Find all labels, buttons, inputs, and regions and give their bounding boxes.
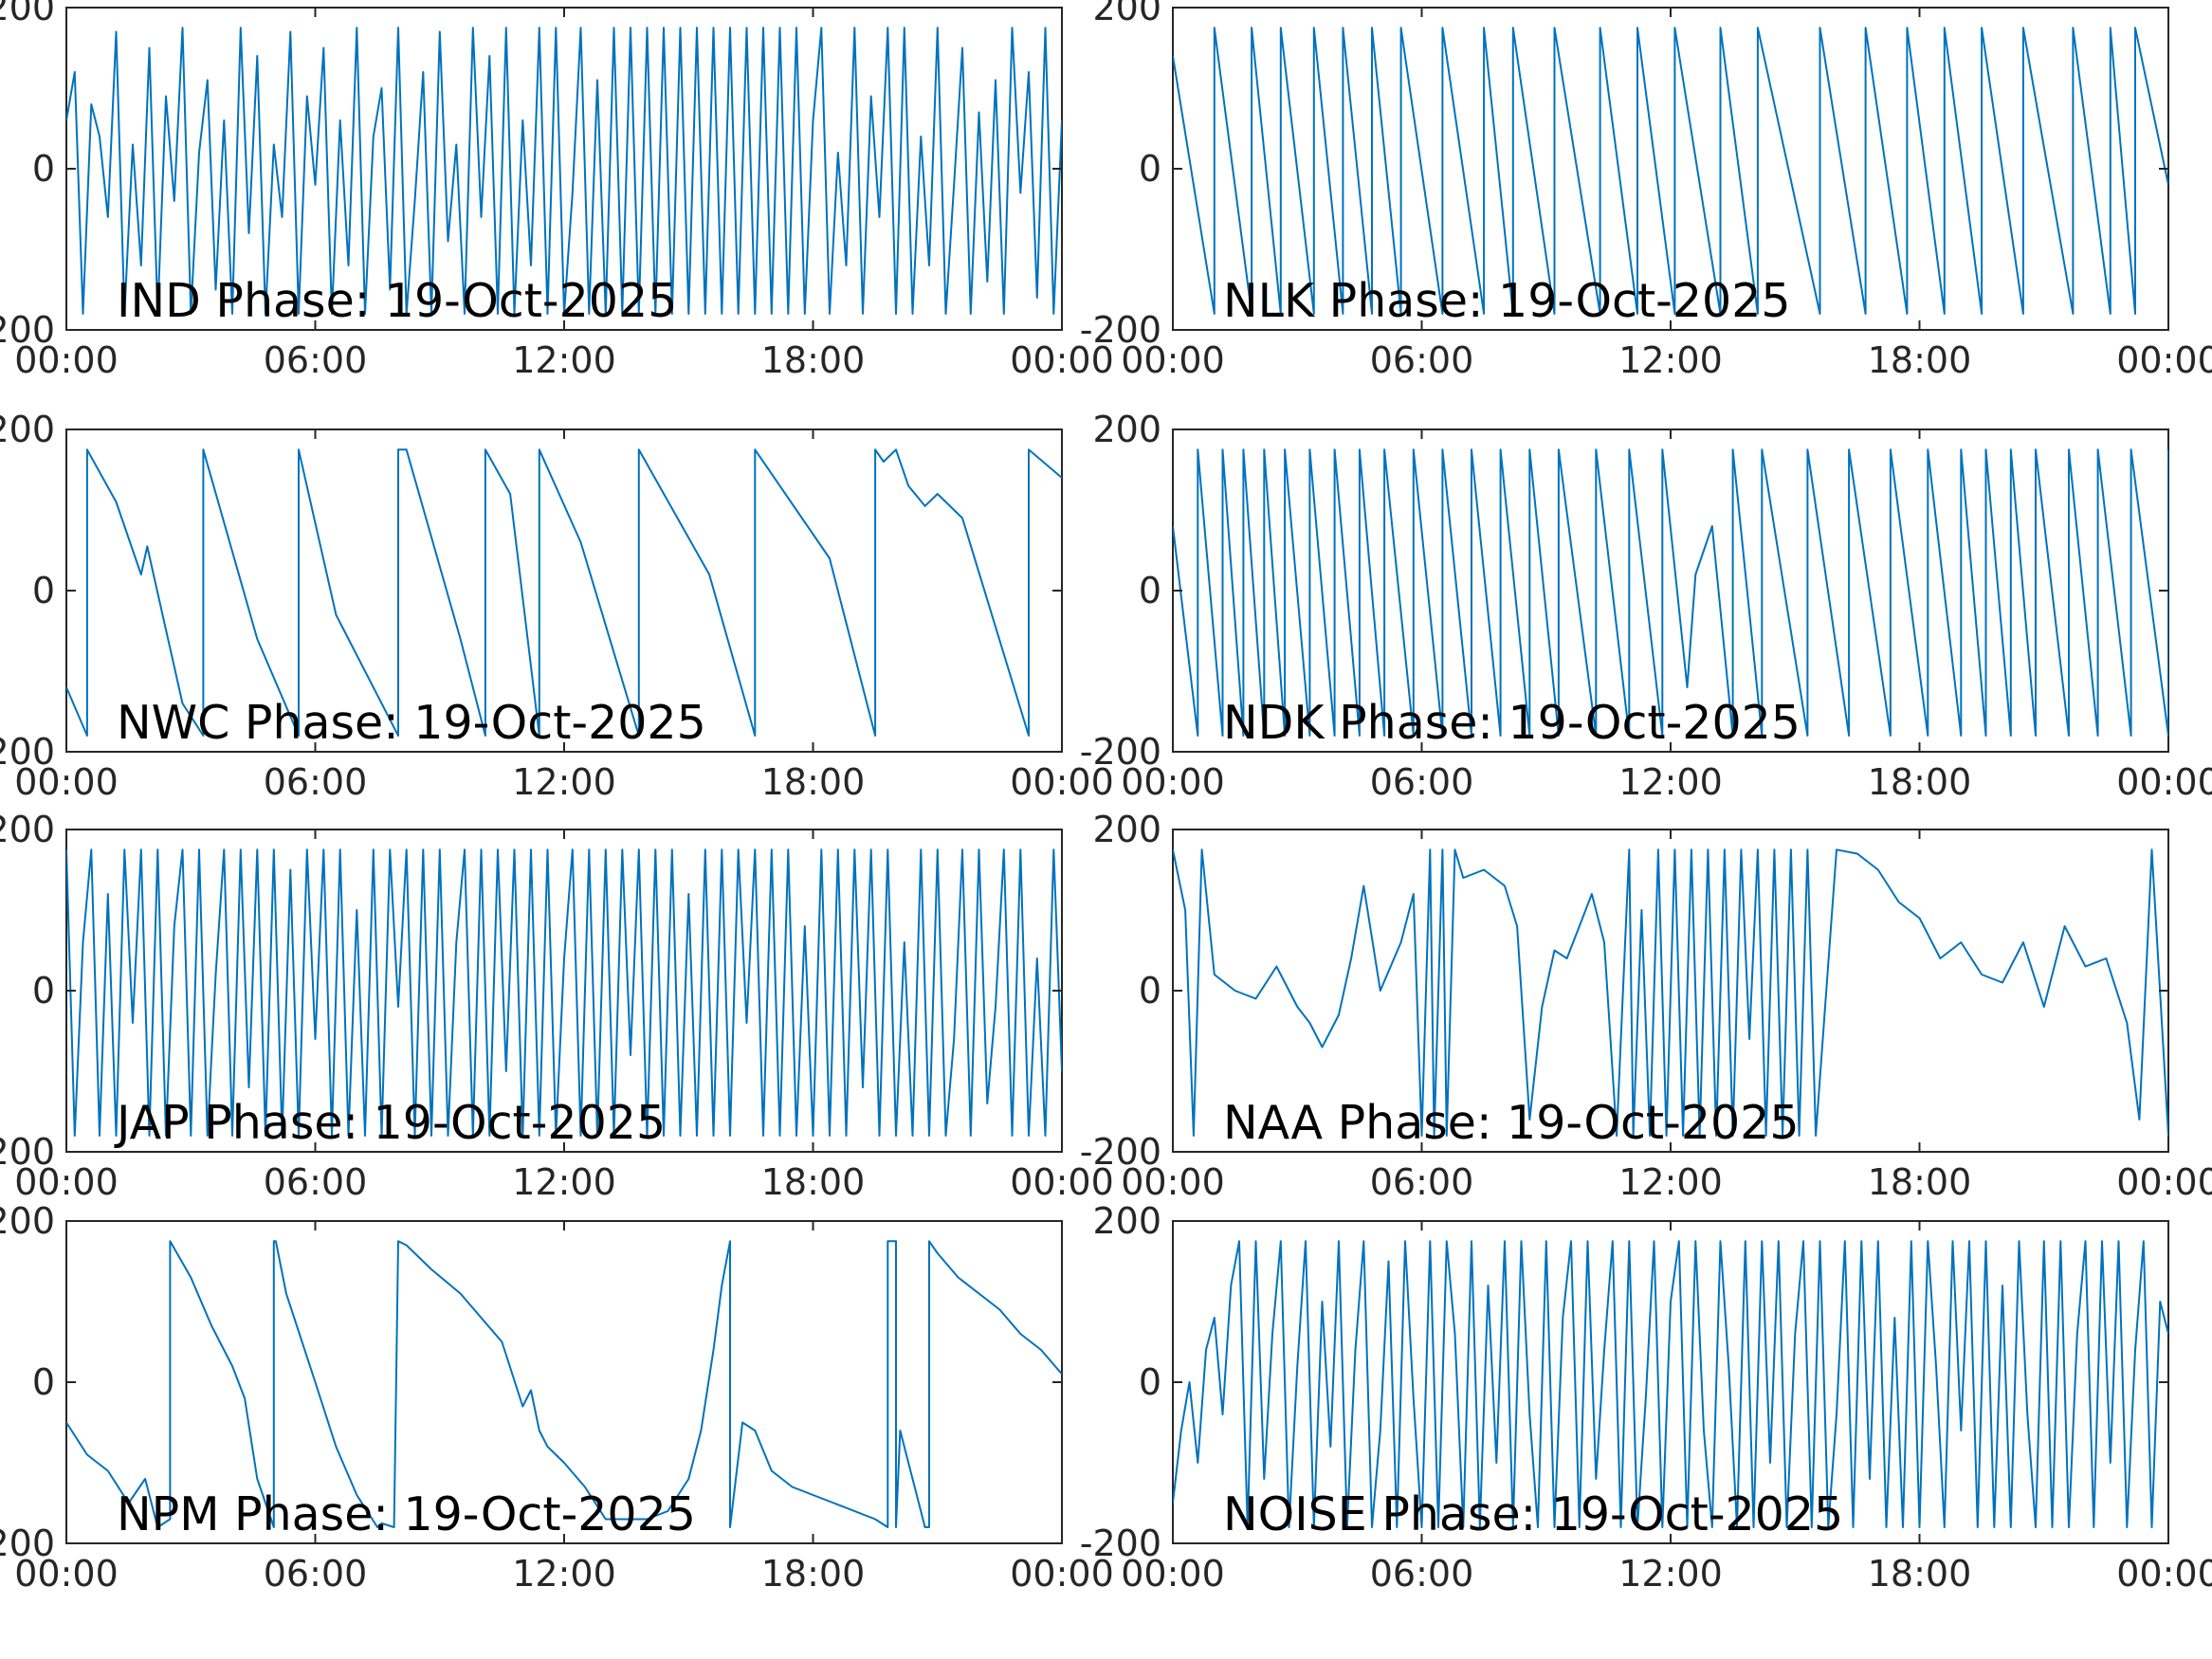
x-tick-label: 18:00 (761, 761, 866, 803)
panel-label: JAP Phase: 19-Oct-2025 (114, 1096, 666, 1150)
x-tick-label: 06:00 (264, 761, 368, 803)
phase-trace (66, 448, 1062, 737)
y-tick-label: 200 (1092, 1200, 1161, 1242)
x-tick-label: 12:00 (1618, 1553, 1723, 1595)
panel-label: IND Phase: 19-Oct-2025 (117, 274, 677, 328)
x-tick-label: 12:00 (1618, 1161, 1723, 1203)
y-tick-label: -200 (0, 1522, 55, 1564)
phase-trace (66, 848, 1062, 1137)
x-tick-label: 00:00 (1121, 1161, 1225, 1203)
y-tick-label: 200 (0, 409, 55, 450)
y-tick-label: 0 (32, 570, 55, 611)
panel-label: NWC Phase: 19-Oct-2025 (117, 696, 706, 750)
y-tick-label: 0 (32, 1361, 55, 1403)
y-tick-label: -200 (0, 731, 55, 773)
phase-trace (66, 27, 1062, 315)
y-tick-label: 0 (1139, 1361, 1161, 1403)
x-tick-label: 00:00 (2116, 1161, 2212, 1203)
axis-box (1172, 428, 2169, 753)
y-tick-label: 200 (1092, 0, 1161, 28)
x-tick-label: 00:00 (14, 339, 119, 381)
y-tick-label: 200 (1092, 409, 1161, 450)
x-tick-label: 00:00 (2116, 761, 2212, 803)
x-tick-label: 12:00 (512, 1161, 616, 1203)
panel-label: NLK Phase: 19-Oct-2025 (1223, 274, 1791, 328)
panel-label: NOISE Phase: 19-Oct-2025 (1223, 1487, 1843, 1541)
x-tick-label: 12:00 (1618, 339, 1723, 381)
y-tick-label: 0 (32, 148, 55, 190)
y-tick-label: 200 (0, 1200, 55, 1242)
y-tick-label: -200 (1080, 309, 1161, 351)
y-tick-label: 200 (0, 0, 55, 28)
x-tick-label: 00:00 (14, 1553, 119, 1595)
x-tick-label: 06:00 (1370, 1553, 1474, 1595)
axis-box (65, 7, 1063, 331)
x-tick-label: 00:00 (1121, 761, 1225, 803)
y-tick-label: 0 (1139, 148, 1161, 190)
panel-label: NDK Phase: 19-Oct-2025 (1223, 696, 1801, 750)
x-tick-label: 00:00 (14, 1161, 119, 1203)
y-tick-label: -200 (1080, 1522, 1161, 1564)
x-tick-label: 12:00 (512, 761, 616, 803)
y-tick-label: -200 (0, 309, 55, 351)
x-tick-label: 06:00 (1370, 1161, 1474, 1203)
x-tick-label: 06:00 (1370, 761, 1474, 803)
axis-box (65, 829, 1063, 1153)
x-tick-label: 12:00 (512, 339, 616, 381)
x-tick-label: 00:00 (2116, 1553, 2212, 1595)
y-tick-label: 200 (1092, 809, 1161, 850)
x-tick-label: 18:00 (1868, 1161, 1972, 1203)
x-tick-label: 00:00 (1010, 1553, 1114, 1595)
y-tick-label: 0 (1139, 570, 1161, 611)
phase-trace (1173, 27, 2168, 315)
x-tick-label: 18:00 (761, 1553, 866, 1595)
panel-label: NPM Phase: 19-Oct-2025 (117, 1487, 696, 1541)
x-tick-label: 18:00 (761, 339, 866, 381)
x-tick-label: 00:00 (1121, 1553, 1225, 1595)
x-tick-label: 12:00 (512, 1553, 616, 1595)
x-tick-label: 00:00 (1010, 339, 1114, 381)
y-tick-label: 0 (32, 970, 55, 1012)
y-tick-label: 0 (1139, 970, 1161, 1012)
y-tick-label: -200 (1080, 731, 1161, 773)
x-tick-label: 06:00 (1370, 339, 1474, 381)
x-tick-label: 00:00 (2116, 339, 2212, 381)
x-tick-label: 18:00 (1868, 1553, 1972, 1595)
x-tick-label: 06:00 (264, 1161, 368, 1203)
axis-box (65, 428, 1063, 753)
y-tick-label: -200 (1080, 1131, 1161, 1173)
phase-trace (66, 1240, 1062, 1528)
phase-trace (1173, 448, 2168, 737)
x-tick-label: 00:00 (1010, 761, 1114, 803)
phase-trace (1173, 848, 2168, 1137)
x-tick-label: 00:00 (1010, 1161, 1114, 1203)
y-tick-label: -200 (0, 1131, 55, 1173)
x-tick-label: 06:00 (264, 339, 368, 381)
x-tick-label: 00:00 (1121, 339, 1225, 381)
x-tick-label: 18:00 (1868, 339, 1972, 381)
x-tick-label: 18:00 (1868, 761, 1972, 803)
x-tick-label: 06:00 (264, 1553, 368, 1595)
x-tick-label: 18:00 (761, 1161, 866, 1203)
phase-trace (1173, 1240, 2168, 1528)
x-tick-label: 12:00 (1618, 761, 1723, 803)
panel-label: NAA Phase: 19-Oct-2025 (1223, 1096, 1800, 1150)
y-tick-label: 200 (0, 809, 55, 850)
x-tick-label: 00:00 (14, 761, 119, 803)
